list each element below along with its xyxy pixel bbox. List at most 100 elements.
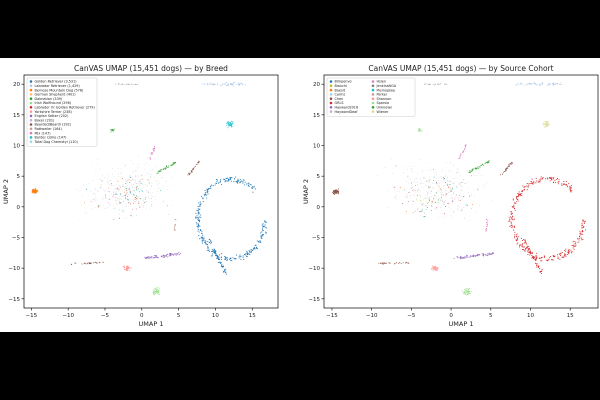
scatter-point: [124, 194, 126, 196]
scatter-point: [128, 194, 130, 195]
scatter-point: [159, 171, 161, 173]
scatter-point: [538, 179, 540, 181]
y-tick-label: 10: [313, 144, 320, 150]
scatter-point: [464, 148, 466, 150]
scatter-point: [215, 179, 217, 181]
legend-marker: [329, 110, 333, 113]
scatter-point: [483, 165, 485, 167]
scatter-point: [110, 198, 112, 200]
scatter-point: [118, 190, 120, 192]
scatter-point: [570, 187, 572, 189]
scatter-point: [119, 193, 121, 195]
scatter-point: [195, 163, 197, 165]
scatter-point: [565, 255, 567, 257]
scatter-point: [157, 289, 159, 291]
scatter-point: [514, 234, 516, 236]
figure-canvas: −15 −10 −5 0 5 10 15 −15 −10 −5 0 5 10 15 20 UMAP 1 UMAP…: [0, 58, 600, 332]
scatter-point: [459, 210, 461, 212]
scatter-point: [226, 177, 228, 179]
scatter-point: [483, 184, 484, 186]
scatter-point: [126, 266, 128, 268]
scatter-point: [426, 184, 428, 186]
scatter-point: [432, 185, 433, 187]
scatter-point: [574, 242, 576, 244]
scatter-point: [442, 216, 444, 218]
scatter-point: [515, 236, 518, 238]
scatter-point: [481, 253, 483, 254]
scatter-point: [170, 164, 172, 166]
scatter-point: [174, 254, 176, 256]
scatter-point: [449, 186, 450, 188]
scatter-point: [571, 184, 573, 187]
scatter-point: [160, 171, 162, 173]
scatter-point: [90, 201, 92, 203]
scatter-point: [443, 181, 445, 183]
scatter-point: [464, 288, 466, 290]
y-tick-label: −5: [312, 235, 321, 241]
scatter-point: [126, 192, 128, 194]
scatter-point: [145, 258, 146, 259]
scatter-point: [580, 237, 582, 239]
scatter-point: [221, 266, 223, 268]
scatter-point: [485, 254, 486, 256]
scatter-point: [469, 291, 470, 293]
scatter-point: [456, 187, 458, 189]
scatter-point: [393, 187, 394, 188]
scatter-point: [414, 210, 416, 212]
scatter-point: [95, 206, 97, 208]
scatter-point: [406, 194, 408, 196]
scatter-point: [437, 267, 439, 269]
scatter-point: [155, 290, 157, 292]
scatter-point: [202, 197, 204, 199]
scatter-point: [193, 166, 195, 168]
scatter-point: [129, 83, 131, 85]
scatter-point: [246, 251, 248, 253]
scatter-point: [458, 194, 460, 196]
scatter-point: [527, 185, 529, 187]
scatter-point: [143, 198, 144, 200]
scatter-point: [419, 211, 421, 212]
scatter-point: [198, 225, 200, 227]
scatter-point: [123, 265, 125, 267]
scatter-point: [261, 228, 263, 230]
scatter-point: [332, 191, 334, 193]
chart-title: CanVAS UMAP (15,451 dogs) — by Source Co…: [368, 64, 553, 73]
scatter-point: [151, 197, 152, 199]
scatter-point: [438, 195, 439, 197]
legend-marker: [329, 106, 333, 109]
scatter-point: [548, 123, 550, 125]
scatter-point: [102, 261, 104, 263]
scatter-point: [136, 187, 137, 189]
legend-label: Shannon: [377, 97, 392, 101]
scatter-point: [197, 218, 199, 220]
scatter-point: [90, 262, 92, 264]
scatter-point: [429, 197, 431, 199]
scatter-point: [471, 175, 473, 177]
scatter-point: [229, 83, 231, 85]
scatter-point: [468, 288, 470, 290]
scatter-point: [95, 170, 97, 172]
scatter-point: [467, 256, 469, 258]
scatter-point: [429, 186, 431, 188]
scatter-point: [245, 255, 248, 257]
scatter-point: [541, 268, 543, 270]
scatter-point: [514, 231, 516, 233]
scatter-point: [148, 182, 150, 184]
scatter-point: [141, 174, 143, 176]
scatter-point: [156, 256, 158, 258]
scatter-point: [247, 254, 249, 256]
scatter-point: [116, 193, 118, 195]
scatter-point: [224, 83, 226, 85]
scatter-point: [230, 126, 232, 128]
scatter-point: [252, 247, 255, 249]
scatter-point: [228, 179, 230, 181]
scatter-point: [126, 216, 127, 218]
scatter-point: [198, 202, 200, 204]
scatter-point: [134, 180, 136, 182]
x-tick-label: −15: [26, 313, 38, 319]
scatter-point: [150, 195, 152, 196]
scatter-point: [527, 253, 529, 256]
scatter-points: [31, 82, 267, 296]
scatter-point: [510, 218, 512, 220]
scatter-point: [569, 249, 571, 251]
